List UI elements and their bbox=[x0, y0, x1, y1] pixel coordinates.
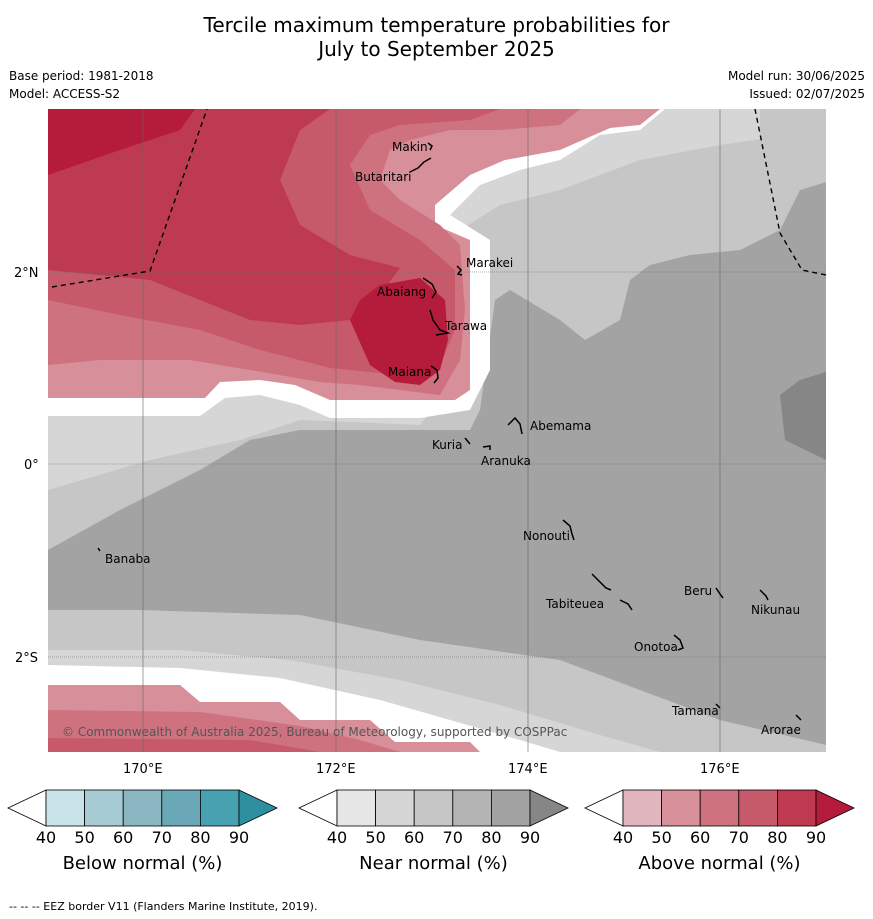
lon-label-176e: 176°E bbox=[700, 762, 740, 777]
above-colorbar-tick: 90 bbox=[805, 828, 827, 847]
place-label-makin: Makin bbox=[392, 140, 428, 154]
above-colorbar-tick: 80 bbox=[767, 828, 788, 847]
above-colorbar-min-extend bbox=[584, 789, 624, 827]
copyright-notice: © Commonwealth of Australia 2025, Bureau… bbox=[62, 725, 567, 739]
chart-title-line2: July to September 2025 bbox=[318, 37, 555, 61]
below-colorbar-tick: 50 bbox=[74, 828, 95, 847]
near-colorbar-min-extend bbox=[298, 789, 338, 827]
below-colorbar-tick: 80 bbox=[190, 828, 211, 847]
above-colorbar-tick: 50 bbox=[651, 828, 672, 847]
lat-label-2n: 2°N bbox=[14, 266, 39, 281]
below-colorbar-tick: 70 bbox=[151, 828, 172, 847]
near-normal-90-region bbox=[780, 372, 826, 460]
near-colorbar-tick: 70 bbox=[442, 828, 463, 847]
near-colorbar-max-extend bbox=[529, 789, 569, 827]
near-colorbar-segment bbox=[452, 789, 492, 827]
place-label-banaba: Banaba bbox=[105, 552, 151, 566]
above-colorbar-max-extend bbox=[815, 789, 855, 827]
place-label-onotoa: Onotoa bbox=[634, 640, 678, 654]
above-colorbar-segment bbox=[777, 789, 817, 827]
above-normal-90-region-nw bbox=[48, 109, 195, 175]
near-colorbar-tick: 40 bbox=[326, 828, 348, 847]
place-label-tarawa: Tarawa bbox=[444, 319, 487, 333]
place-label-aranuka: Aranuka bbox=[481, 454, 531, 468]
lat-label-2s: 2°S bbox=[15, 651, 38, 666]
issued-date: Issued: 02/07/2025 bbox=[749, 87, 865, 101]
below-colorbar-segment bbox=[84, 789, 124, 827]
above-colorbar-tick: 60 bbox=[690, 828, 711, 847]
place-label-tabiteuea: Tabiteuea bbox=[545, 597, 604, 611]
place-label-nikunau: Nikunau bbox=[751, 603, 800, 617]
near-colorbar-tick: 50 bbox=[365, 828, 386, 847]
lon-label-170e: 170°E bbox=[123, 762, 163, 777]
below-colorbar-tick: 60 bbox=[113, 828, 134, 847]
near-colorbar-label: Near normal (%) bbox=[359, 853, 508, 874]
lat-label-0: 0° bbox=[24, 458, 39, 473]
graticule bbox=[48, 109, 826, 752]
below-colorbar-segment bbox=[161, 789, 201, 827]
below-colorbar-segment bbox=[199, 789, 240, 827]
above-colorbar-tick: 40 bbox=[612, 828, 634, 847]
near-colorbar-tick: 90 bbox=[519, 828, 541, 847]
above-colorbar-segment bbox=[661, 789, 701, 827]
below-colorbar-tick: 90 bbox=[228, 828, 250, 847]
eez-footnote: -- -- -- EEZ border V11 (Flanders Marine… bbox=[9, 900, 318, 913]
near-colorbar-segment bbox=[375, 789, 415, 827]
place-label-marakei: Marakei bbox=[466, 256, 513, 270]
above-colorbar-label: Above normal (%) bbox=[638, 853, 801, 874]
place-label-nonouti: Nonouti bbox=[523, 529, 570, 543]
near-colorbar-tick: 60 bbox=[404, 828, 425, 847]
below-colorbar-segment bbox=[122, 789, 163, 827]
above-colorbar-segment bbox=[699, 789, 740, 827]
lon-label-172e: 172°E bbox=[316, 762, 356, 777]
place-label-maiana: Maiana bbox=[388, 365, 431, 379]
place-label-butaritari: Butaritari bbox=[355, 170, 412, 184]
base-period: Base period: 1981-2018 bbox=[9, 69, 154, 83]
above-normal-80-region bbox=[48, 109, 400, 325]
near-normal-ne-region bbox=[760, 109, 826, 190]
above-colorbar-segment bbox=[738, 789, 778, 827]
below-colorbar-segment bbox=[45, 789, 85, 827]
below-colorbar-min-extend bbox=[7, 789, 47, 827]
model-name: Model: ACCESS-S2 bbox=[9, 87, 121, 101]
above-colorbar-segment bbox=[622, 789, 662, 827]
above-normal-south-70 bbox=[48, 738, 320, 752]
near-colorbar-segment bbox=[413, 789, 454, 827]
place-label-arorae: Arorae bbox=[761, 723, 801, 737]
near-colorbar-tick: 80 bbox=[481, 828, 502, 847]
near-colorbar-segment bbox=[490, 789, 531, 827]
axis-labels: 2°N 0° 2°S 170°E 172°E 174°E 176°E bbox=[14, 266, 740, 777]
below-colorbar-max-extend bbox=[238, 789, 278, 827]
probability-fields: Makin Butaritari Marakei Abaiang Tarawa … bbox=[48, 109, 826, 752]
above-normal-90-region-tarawa bbox=[350, 278, 448, 385]
eez-border bbox=[51, 109, 826, 288]
colorbars bbox=[7, 789, 855, 827]
below-colorbar-label: Below normal (%) bbox=[62, 853, 223, 874]
place-label-abaiang: Abaiang bbox=[377, 285, 426, 299]
below-colorbar-tick: 40 bbox=[35, 828, 57, 847]
islands bbox=[97, 142, 802, 721]
place-label-kuria: Kuria bbox=[432, 438, 463, 452]
place-labels: Makin Butaritari Marakei Abaiang Tarawa … bbox=[105, 140, 801, 737]
near-colorbar-segment bbox=[336, 789, 376, 827]
above-colorbar-tick: 70 bbox=[728, 828, 749, 847]
place-label-abemama: Abemama bbox=[530, 419, 591, 433]
chart-title-line1: Tercile maximum temperature probabilitie… bbox=[203, 13, 670, 37]
lon-label-174e: 174°E bbox=[508, 762, 548, 777]
place-label-tamana: Tamana bbox=[671, 704, 719, 718]
model-run: Model run: 30/06/2025 bbox=[727, 69, 865, 83]
place-label-beru: Beru bbox=[684, 584, 712, 598]
